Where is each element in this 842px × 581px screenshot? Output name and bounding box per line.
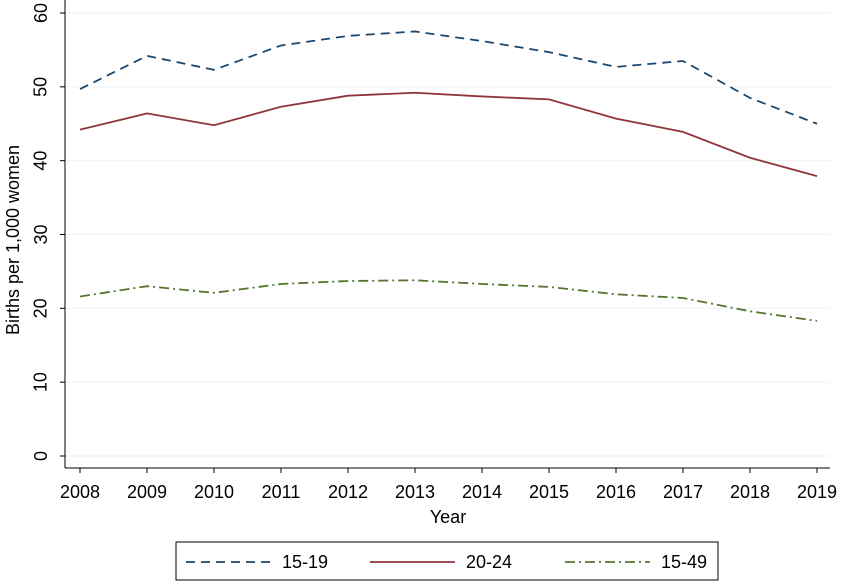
- x-tick-label: 2015: [529, 482, 569, 502]
- x-tick-label: 2014: [462, 482, 502, 502]
- y-tick-label: 60: [31, 3, 51, 23]
- series-line: [79, 279, 818, 322]
- legend-label: 15-19: [282, 552, 328, 572]
- legend-box: [175, 541, 719, 581]
- x-tick-label: 2008: [60, 482, 100, 502]
- x-tick-label: 2011: [262, 482, 301, 502]
- x-tick-label: 2017: [663, 482, 703, 502]
- y-axis-title: Births per 1,000 women: [3, 145, 23, 335]
- y-tick-label: 20: [31, 298, 51, 318]
- y-tick-label: 50: [31, 77, 51, 97]
- x-axis-title: Year: [430, 507, 466, 527]
- x-tick-label: 2019: [797, 482, 837, 502]
- x-tick-label: 2009: [127, 482, 167, 502]
- y-tick-label: 0: [31, 451, 51, 461]
- series-line: [79, 30, 818, 125]
- legend-label: 20-24: [466, 552, 512, 572]
- y-tick-label: 30: [31, 224, 51, 244]
- x-tick-label: 2018: [730, 482, 770, 502]
- x-tick-label: 2012: [328, 482, 368, 502]
- x-tick-label: 2010: [194, 482, 234, 502]
- x-tick-label: 2016: [596, 482, 636, 502]
- series-line: [79, 91, 818, 178]
- y-tick-label: 40: [31, 151, 51, 171]
- x-tick-label: 2013: [395, 482, 435, 502]
- legend-label: 15-49: [661, 552, 707, 572]
- y-tick-label: 10: [31, 372, 51, 392]
